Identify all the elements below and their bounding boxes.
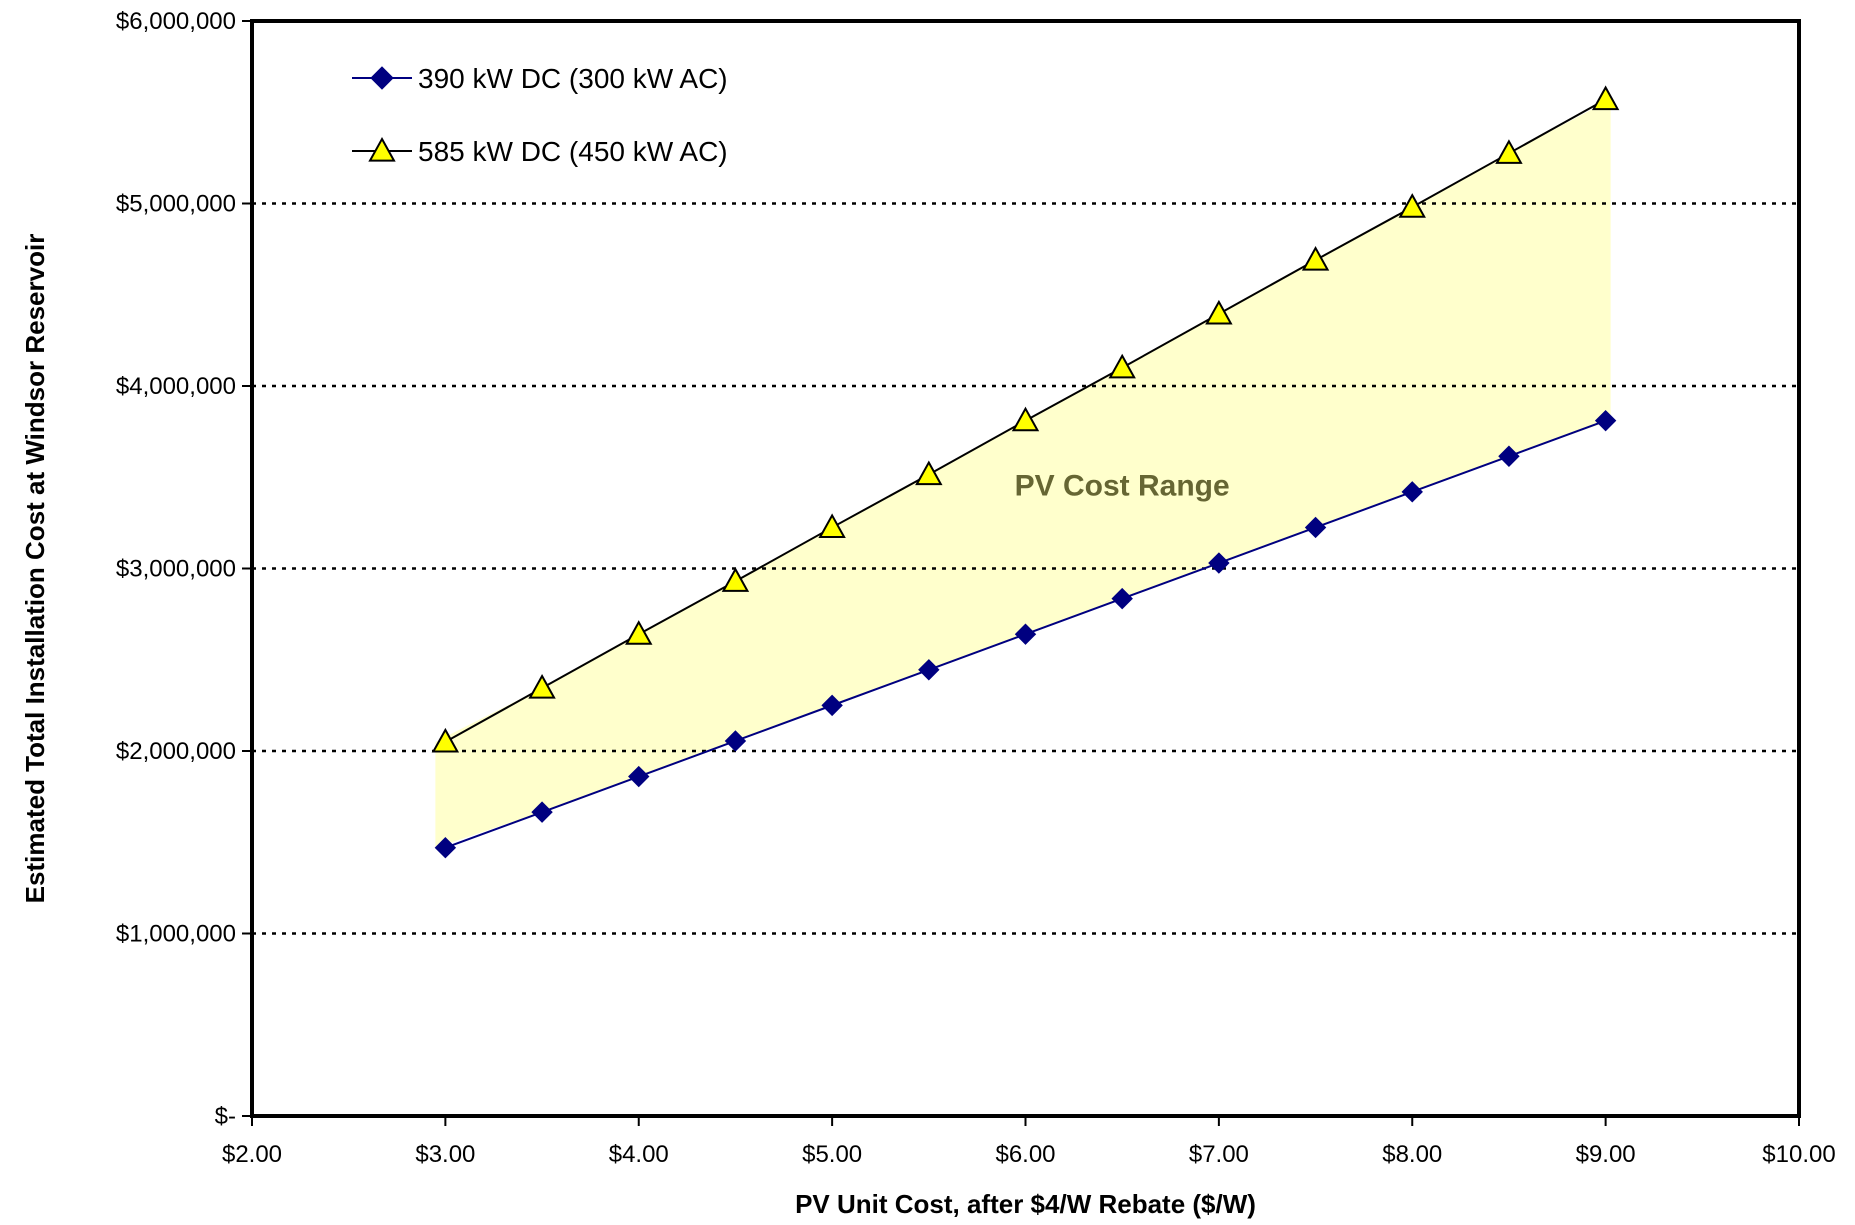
series-1-point bbox=[1208, 552, 1230, 574]
series-1-point bbox=[918, 659, 940, 681]
series-2-point bbox=[1301, 246, 1330, 271]
series-1-point bbox=[1401, 481, 1423, 503]
series-2-point bbox=[1011, 406, 1040, 432]
series-2-point bbox=[1398, 193, 1426, 218]
series-1-point bbox=[628, 765, 650, 788]
y-tick-label: $- bbox=[215, 1103, 236, 1130]
series-1-point bbox=[1304, 516, 1327, 539]
cost-range-fill bbox=[435, 99, 1611, 848]
legend-label: 390 kW DC (300 kW AC) bbox=[418, 63, 728, 94]
series-2-point bbox=[915, 460, 943, 486]
series-2-point bbox=[1108, 353, 1136, 379]
series-2-point bbox=[721, 567, 750, 592]
series-1-point bbox=[1498, 445, 1520, 467]
series-1-point bbox=[821, 694, 843, 717]
y-tick-label: $1,000,000 bbox=[116, 921, 236, 948]
series-1-point bbox=[1594, 409, 1617, 432]
legend: 390 kW DC (300 kW AC) 585 kW DC (450 kW A… bbox=[352, 63, 728, 167]
y-tick-label: $2,000,000 bbox=[116, 738, 236, 765]
legend-label: 585 kW DC (450 kW AC) bbox=[418, 136, 728, 167]
series-2-point bbox=[1205, 299, 1233, 325]
series-1-point bbox=[531, 801, 553, 823]
x-tick-label: $5.00 bbox=[802, 1141, 862, 1168]
x-tick-label: $10.00 bbox=[1762, 1141, 1835, 1168]
pv-cost-range-annotation: PV Cost Range bbox=[1015, 470, 1230, 503]
x-tick-label: $2.00 bbox=[222, 1141, 282, 1168]
series-1-point bbox=[1014, 623, 1037, 645]
series-2-point bbox=[625, 620, 653, 645]
y-tick-label: $5,000,000 bbox=[116, 191, 236, 218]
y-tick-label: $6,000,000 bbox=[116, 8, 236, 35]
x-tick-label: $4.00 bbox=[609, 1141, 669, 1168]
series-2-point bbox=[1591, 85, 1620, 111]
x-tick-label: $9.00 bbox=[1576, 1141, 1636, 1168]
series-2-point bbox=[818, 513, 846, 539]
x-tick-label: $8.00 bbox=[1382, 1141, 1442, 1168]
plot-area: $- $1,000,000 $2,000,000 $3,000,000 $4,000,0… bbox=[116, 8, 1836, 1168]
series-1-point bbox=[724, 730, 747, 752]
series-2-point bbox=[1495, 139, 1523, 164]
series-2-point bbox=[528, 673, 556, 699]
y-axis-title: Estimated Total Installation Cost at Win… bbox=[20, 234, 50, 904]
x-tick-label: $6.00 bbox=[995, 1141, 1055, 1168]
legend-marker-diamond bbox=[370, 66, 394, 90]
y-tick-label: $4,000,000 bbox=[116, 373, 236, 400]
series-1-point bbox=[434, 837, 457, 859]
x-tick-label: $7.00 bbox=[1189, 1141, 1249, 1168]
y-tick-label: $3,000,000 bbox=[116, 556, 236, 583]
series-1-point bbox=[1111, 587, 1133, 610]
series-2-point bbox=[431, 727, 460, 753]
legend-marker-triangle bbox=[368, 136, 396, 162]
x-tick-label: $3.00 bbox=[415, 1141, 475, 1168]
x-axis-title: PV Unit Cost, after $4/W Rebate ($/W) bbox=[795, 1189, 1256, 1219]
